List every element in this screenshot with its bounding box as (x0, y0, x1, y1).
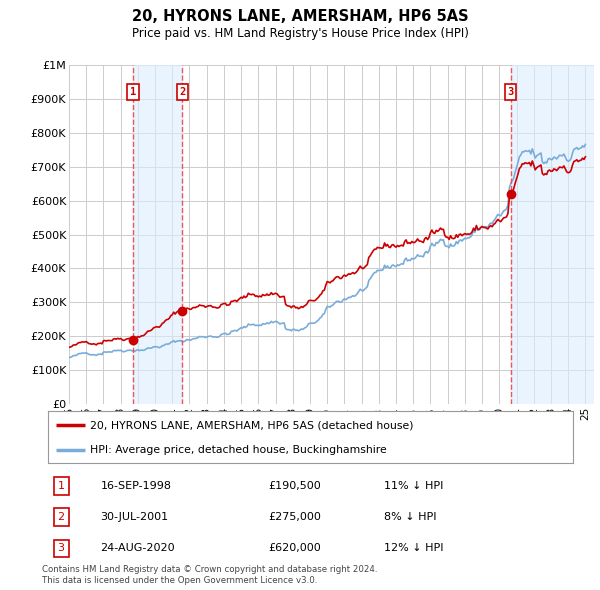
Text: HPI: Average price, detached house, Buckinghamshire: HPI: Average price, detached house, Buck… (90, 445, 387, 455)
Text: 24-AUG-2020: 24-AUG-2020 (101, 543, 175, 553)
Bar (511, 65, 594, 404)
Text: 3: 3 (58, 543, 65, 553)
Text: 11% ↓ HPI: 11% ↓ HPI (384, 481, 443, 491)
Text: 2: 2 (179, 87, 185, 97)
Text: 20, HYRONS LANE, AMERSHAM, HP6 5AS (detached house): 20, HYRONS LANE, AMERSHAM, HP6 5AS (deta… (90, 420, 413, 430)
Text: 3: 3 (508, 87, 514, 97)
Text: 30-JUL-2001: 30-JUL-2001 (101, 512, 169, 522)
Text: Price paid vs. HM Land Registry's House Price Index (HPI): Price paid vs. HM Land Registry's House … (131, 27, 469, 40)
Text: 1: 1 (58, 481, 65, 491)
Text: Contains HM Land Registry data © Crown copyright and database right 2024.
This d: Contains HM Land Registry data © Crown c… (42, 565, 377, 585)
Text: 8% ↓ HPI: 8% ↓ HPI (384, 512, 437, 522)
Text: £190,500: £190,500 (269, 481, 321, 491)
Bar (133, 65, 182, 404)
Text: £620,000: £620,000 (269, 543, 321, 553)
Text: 20, HYRONS LANE, AMERSHAM, HP6 5AS: 20, HYRONS LANE, AMERSHAM, HP6 5AS (131, 9, 469, 24)
Text: 16-SEP-1998: 16-SEP-1998 (101, 481, 172, 491)
Text: 2: 2 (58, 512, 65, 522)
Text: £275,000: £275,000 (269, 512, 322, 522)
Text: 12% ↓ HPI: 12% ↓ HPI (384, 543, 443, 553)
Text: 1: 1 (130, 87, 136, 97)
